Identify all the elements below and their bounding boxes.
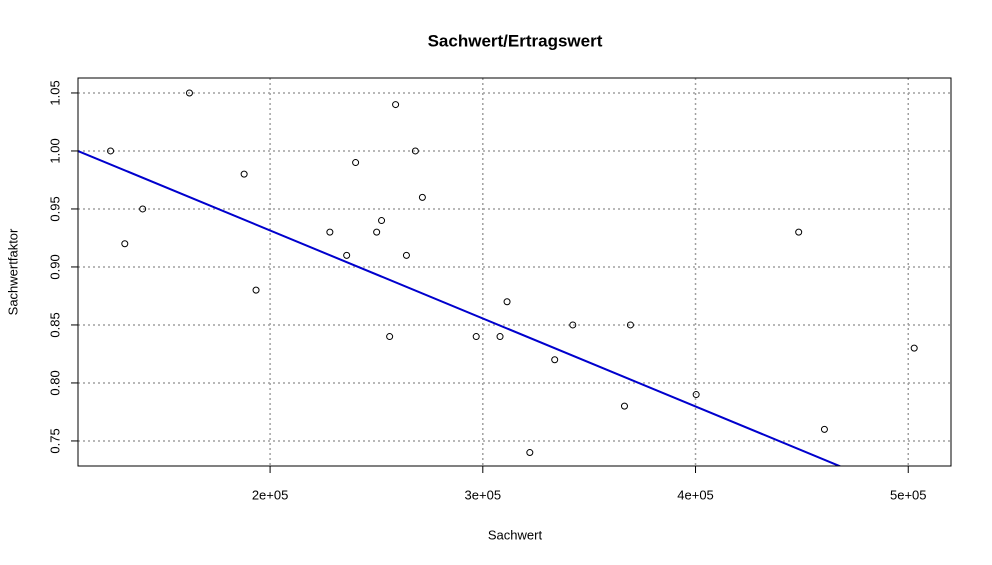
point [352, 159, 360, 167]
y-tick-label: 1.00 [47, 138, 62, 163]
point [185, 89, 193, 97]
point [139, 205, 147, 213]
point [496, 333, 504, 341]
point [107, 147, 115, 155]
point [503, 298, 511, 306]
point [795, 228, 803, 236]
x-tick-label: 5e+05 [890, 487, 927, 502]
point [820, 425, 828, 433]
point [326, 228, 334, 236]
point [378, 217, 386, 225]
y-tick-label: 0.75 [47, 428, 62, 453]
y-axis-label: Sachwertfaktor [5, 228, 20, 315]
y-tick-label: 1.05 [47, 80, 62, 105]
regression-line [78, 150, 843, 466]
point [392, 101, 400, 109]
grid [78, 78, 951, 466]
point [626, 321, 634, 329]
point [526, 449, 534, 457]
x-tick-label: 2e+05 [252, 487, 289, 502]
x-axis-label: Sachwert [488, 527, 543, 542]
point [472, 333, 480, 341]
y-tick-label: 0.95 [47, 196, 62, 221]
x-tick-label: 3e+05 [465, 487, 502, 502]
point [252, 286, 260, 294]
y-tick-label: 0.90 [47, 254, 62, 279]
y-tick-label: 0.85 [47, 312, 62, 337]
y-tick-label: 0.80 [47, 370, 62, 395]
point [386, 333, 394, 341]
chart-title: Sachwert/Ertragswert [428, 31, 603, 50]
point [240, 170, 248, 178]
plot-frame [77, 77, 952, 467]
x-tick-label: 4e+05 [677, 487, 714, 502]
point [418, 193, 426, 201]
point [551, 356, 559, 364]
point [402, 251, 410, 259]
point [620, 402, 628, 410]
point [692, 391, 700, 399]
point [343, 251, 351, 259]
point [121, 240, 129, 248]
point [373, 228, 381, 236]
point [569, 321, 577, 329]
point [910, 344, 918, 352]
point [411, 147, 419, 155]
marks [78, 89, 918, 466]
